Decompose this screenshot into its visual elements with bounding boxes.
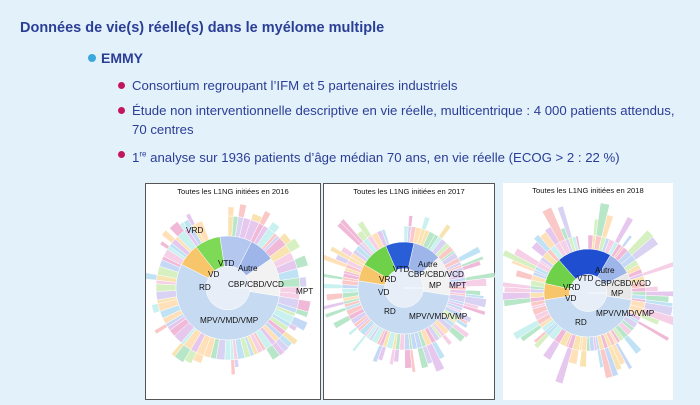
segment-label: Autre [595,266,615,275]
segment-label: Autre [238,264,258,273]
sunburst-ray-segment [324,283,343,289]
sunburst-ray-segment [542,339,560,361]
sunburst-ray-segment [298,276,307,288]
sunburst-ray-segment [153,323,168,335]
sunburst-ray-segment [159,240,170,250]
bullet-dot-icon [118,107,125,114]
sunburst-outer-segment [529,292,545,299]
sunburst-ray-segment [227,206,235,217]
bullet-dot-icon [88,54,96,62]
sunburst-ray-segment [421,216,431,231]
sunburst-ray-segment [623,334,642,355]
sunburst-ray-segment [614,216,634,245]
sunburst-ray-segment [515,269,534,281]
segment-label: MPV/VMD/VMP [409,312,468,321]
segment-label: VD [565,294,576,303]
segment-label: MPV/VMD/VMP [596,309,655,318]
segment-label: Autre [418,260,438,269]
segment-label: CBP/CBD/VCD [408,270,464,279]
panel-title: Toutes les L1NG initiées en 2018 [532,186,644,195]
bullet-dot-icon [118,151,125,158]
bullet-list: Consortium regroupant l’IFM et 5 partena… [118,76,678,173]
segment-label: RD [384,307,396,316]
sunburst-ray-segment [579,350,587,368]
segment-label: VTD [393,265,409,274]
sunburst-panel-2017: VTD Autre VRD CBP/CBD/VCD VD MP MPT RD M… [323,183,495,400]
bullet-dot-icon [118,82,125,89]
sunburst-ray-segment [237,203,247,219]
sunburst-ray-segment [637,320,670,342]
sunburst-ray-segment [621,234,633,248]
sunburst-panel-2018: VTD Autre VRD CBP/CBD/VCD VD MP RD MPV/V… [503,183,673,400]
bullet-item: 1re analyse sur 1936 patients d’âge médi… [118,145,678,167]
sunburst-figure: VRD VD VTD Autre RD CBP/CBD/VCD MPT MPV/… [145,183,673,400]
sunburst-chart: VRD VD VTD Autre RD CBP/CBD/VCD MPT MPV/… [146,203,313,375]
sunburst-ray-segment [324,273,344,281]
sunburst-ray-segment [554,347,573,385]
sunburst-chart: VTD Autre VRD CBP/CBD/VCD VD MP MPT RD M… [324,215,495,373]
bullet-text-part: analyse sur 1936 patients d’âge médian 7… [146,150,620,166]
segment-label: VRD [563,283,580,292]
segment-label: MP [611,289,624,298]
segment-label: MPT [296,287,313,296]
segment-label: CBP/CBD/VCD [595,279,651,288]
segment-label: MPT [449,281,466,290]
sunburst-ray-segment [332,315,352,329]
sunburst-ray-segment [325,292,344,302]
sunburst-center [569,274,607,312]
sunburst-ray-segment [324,307,347,319]
sunburst-ray-segment [642,261,673,277]
segment-label: RD [199,283,211,292]
sunburst-ray-segment [347,326,358,336]
segment-label: VRD [186,226,203,235]
sunburst-ray-segment [146,272,158,281]
panel-title: Toutes les L1NG initiées en 2017 [353,187,465,196]
section-heading: EMMY [88,50,143,66]
section-label: EMMY [101,50,143,66]
segment-label: VD [208,270,219,279]
sunburst-ray-segment [389,348,396,366]
sunburst-center [205,265,251,311]
bullet-item: Étude non interventionnelle descriptive … [118,101,678,139]
segment-label: VRD [379,275,396,284]
segment-label: VTD [218,259,234,268]
segment-label: VD [378,288,389,297]
ordinal-superscript: re [139,150,147,159]
slide-title: Données de vie(s) réelle(s) dans le myél… [20,20,385,36]
bullet-text: 1re analyse sur 1936 patients d’âge médi… [132,150,620,165]
sunburst-panel-2016: VRD VD VTD Autre RD CBP/CBD/VCD MPT MPV/… [145,183,321,400]
segment-label: MP [429,281,442,290]
sunburst-chart: VTD Autre VRD CBP/CBD/VCD VD MP RD MPV/V… [503,202,673,385]
segment-label: MPV/VMD/VMP [200,316,259,325]
sunburst-ray-segment [438,223,452,240]
segment-label: CBP/CBD/VCD [228,280,284,289]
sunburst-ray-segment [351,335,367,352]
sunburst-ray-segment [408,215,414,227]
panel-title: Toutes les L1NG initiées en 2016 [177,187,289,196]
bullet-text: Consortium regroupant l’IFM et 5 partena… [132,78,458,93]
bullet-item: Consortium regroupant l’IFM et 5 partena… [118,76,678,95]
sunburst-center [384,268,424,308]
bullet-text-part: 1 [132,150,140,166]
sunburst-ray-segment [441,334,453,346]
bullet-text: Étude non interventionnelle descriptive … [132,103,675,137]
segment-label: VTD [577,274,593,283]
segment-label: RD [575,318,587,327]
